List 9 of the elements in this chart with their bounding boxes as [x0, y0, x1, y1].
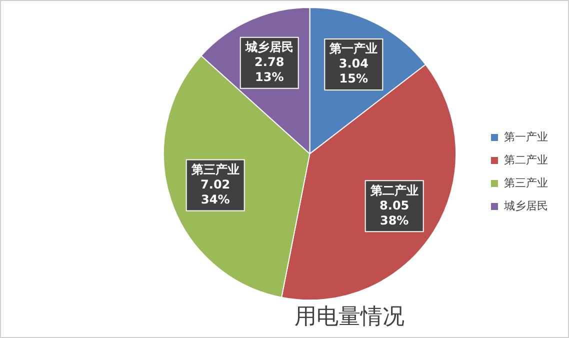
legend-label: 城乡居民 — [503, 199, 548, 212]
legend-label: 第二产业 — [504, 153, 548, 166]
legend-label: 第一产业 — [504, 130, 548, 144]
data-label: 第三产业 7.02 34% — [190, 162, 240, 206]
legend-label: 第三产业 — [504, 176, 548, 190]
data-label: 城乡居民 2.78 13% — [244, 40, 294, 84]
data-label: 第一产业 3.04 15% — [328, 42, 378, 86]
text: 用电量情况 — [294, 304, 404, 330]
data-label: 第二产业 8.05 38% — [369, 183, 418, 228]
